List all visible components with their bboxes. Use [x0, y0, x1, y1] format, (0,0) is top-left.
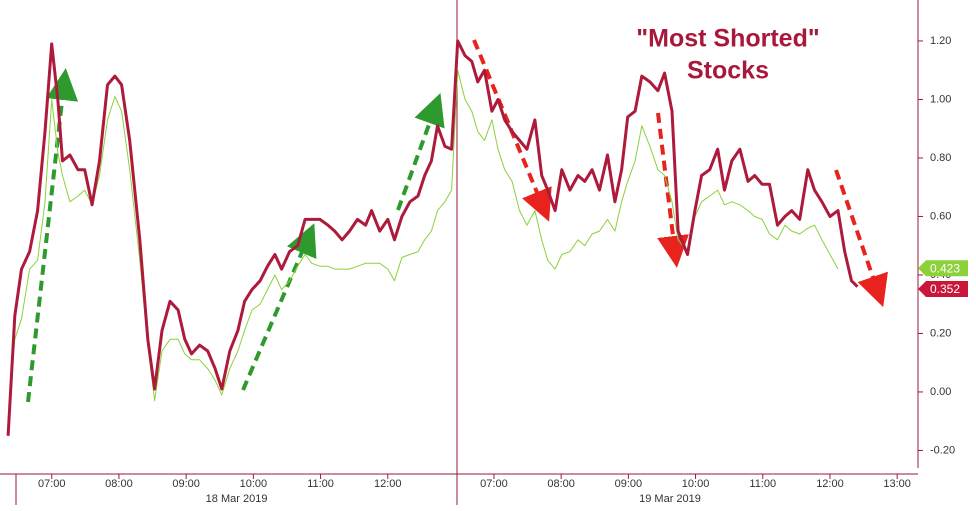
y-tick-label: 1.00: [930, 93, 951, 105]
end-label-box: [918, 260, 968, 277]
y-tick-label: 0.20: [930, 327, 951, 339]
y-tick-label: 0.80: [930, 152, 951, 164]
x-tick-label: 11:00: [749, 478, 776, 490]
date-label: 18 Mar 2019: [206, 493, 268, 505]
x-tick-label: 08:00: [547, 478, 575, 490]
date-label: 19 Mar 2019: [639, 493, 701, 505]
y-tick-label: 0.60: [930, 210, 951, 222]
end-label: 0.352: [930, 282, 960, 296]
y-tick-label: -0.20: [930, 444, 955, 456]
arrow: [834, 169, 888, 308]
series-line: [6, 39, 859, 436]
x-tick-label: 07:00: [38, 478, 66, 490]
arrow: [26, 68, 79, 403]
x-tick-label: 12:00: [816, 478, 844, 490]
x-tick-label: 11:00: [307, 478, 334, 490]
arrows: [26, 39, 888, 403]
x-tick-label: 10:00: [240, 478, 268, 490]
annotation: "Most Shorted": [636, 25, 819, 53]
y-tick-label: 1.20: [930, 35, 951, 47]
y-tick-label: 0.00: [930, 386, 951, 398]
arrow: [472, 39, 552, 222]
x-tick-label: 09:00: [615, 478, 643, 490]
x-tick-label: 10:00: [682, 478, 710, 490]
annotation: Stocks: [687, 57, 769, 85]
x-tick-label: 09:00: [172, 478, 200, 490]
x-tick-label: 08:00: [105, 478, 133, 490]
series-line: [7, 69, 839, 422]
end-label: 0.423: [930, 261, 960, 275]
arrow: [396, 92, 445, 211]
x-tick-label: 12:00: [374, 478, 402, 490]
x-tick-label: 07:00: [480, 478, 508, 490]
x-tick-label: 13:00: [883, 478, 911, 490]
arrow: [241, 223, 317, 391]
end-label-box: [918, 280, 968, 297]
